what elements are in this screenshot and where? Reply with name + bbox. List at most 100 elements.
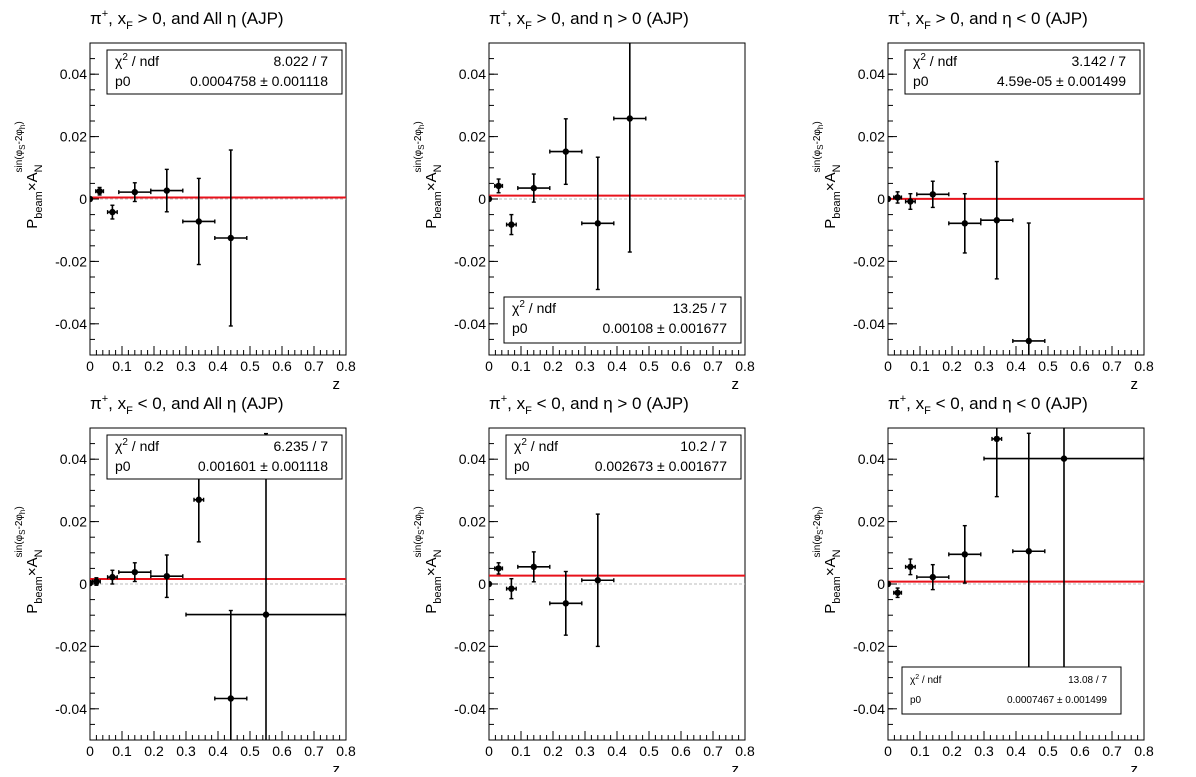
y-tick-label: 0 (877, 191, 885, 207)
data-point (495, 182, 502, 190)
title-rest: < 0, and η > 0 (AJP) (532, 394, 689, 413)
y-tick-label: -0.02 (55, 638, 87, 654)
x-tick-label: 0.3 (575, 743, 595, 759)
x-tick-label: 0.3 (176, 358, 196, 374)
data-point (907, 198, 914, 205)
y-label-part: h (816, 510, 825, 514)
y-tick-label: -0.02 (454, 253, 486, 269)
y-label-part: -2φ (812, 129, 823, 145)
title-sup: + (900, 393, 906, 405)
y-label-part: S (417, 144, 426, 149)
x-tick-label: 0.2 (543, 358, 563, 374)
data-point (93, 578, 100, 585)
title-sup: + (102, 393, 108, 405)
data-point (495, 565, 502, 572)
title-pi: π (90, 9, 102, 28)
y-label-part: P (24, 219, 41, 229)
chi2-sup: 2 (519, 299, 525, 310)
chi2-rest: / ndf (926, 53, 957, 69)
x-tick-label: 0 (884, 358, 892, 374)
data-point (227, 234, 234, 242)
y-label-part: P (423, 604, 440, 614)
x-tick-label: 0.4 (1006, 743, 1026, 759)
fit-stats-box: χ2 / ndf 10.2 / 7 p0 0.002673 ± 0.001677 (505, 434, 742, 480)
chart-panel-4: π+, xF < 0, and All η (AJP) -0.04 -0.02 0 0.… (14, 393, 356, 777)
y-label-part: sin(φ (812, 149, 823, 172)
y-label-part: -2φ (14, 129, 25, 145)
data-point (929, 191, 936, 198)
x-tick-label: 0.5 (1038, 358, 1058, 374)
y-label-part: N (33, 549, 45, 557)
chart-panel-5: π+, xF < 0, and η > 0 (AJP) -0.04 -0.02 0 0.… (413, 393, 755, 777)
y-label-part: ) (413, 506, 424, 509)
p0-value: 0.00108 ± 0.001677 (603, 320, 728, 336)
y-label-part: S (816, 144, 825, 149)
chi2-rest: / ndf (527, 438, 558, 454)
title-pi: π (489, 9, 501, 28)
y-label-part: sin(φ (14, 534, 25, 557)
y-label-part: N (831, 549, 843, 557)
chi2-value: 13.08 / 7 (1068, 675, 1107, 686)
p0-label: p0 (115, 458, 131, 474)
title-sup: + (102, 8, 108, 20)
title-sub: F (126, 20, 133, 32)
x-tick-label: 0.4 (208, 358, 228, 374)
stats-frame (901, 666, 1122, 715)
points-group (489, 43, 647, 291)
chart-title: π+, xF > 0, and η > 0 (AJP) (489, 8, 689, 32)
chart-title: π+, xF < 0, and η < 0 (AJP) (888, 393, 1088, 417)
chi2-label: χ2 / ndf (514, 437, 558, 454)
title-pi: π (90, 394, 102, 413)
x-tick-label: 0.5 (639, 358, 659, 374)
title-sub: F (525, 20, 532, 32)
x-tick-label: 0.8 (735, 358, 755, 374)
data-point (1025, 548, 1033, 555)
chi2-sup: 2 (915, 674, 919, 681)
y-axis: -0.04 -0.02 0 0.02 0.04 (454, 427, 498, 741)
y-tick-label: 0 (877, 576, 885, 592)
data-point (109, 208, 116, 216)
chi2-label: χ2 / ndf (115, 437, 159, 454)
x-axis: 0 0.1 0.2 0.3 0.4 0.5 0.6 0.7 0.8 (884, 731, 1154, 759)
data-point (929, 573, 936, 581)
fit-stats-box: χ2 / ndf 13.25 / 7 p0 0.00108 ± 0.001677 (503, 296, 742, 344)
y-label-part: N (432, 549, 444, 557)
x-tick-label: 0.8 (735, 743, 755, 759)
y-tick-label: 0 (79, 191, 87, 207)
x-axis: 0 0.1 0.2 0.3 0.4 0.5 0.6 0.7 0.8 (86, 731, 356, 759)
data-point (227, 695, 234, 702)
chi2-chi: χ (115, 438, 123, 454)
chi2-sup: 2 (521, 437, 527, 448)
chart-panel-2: π+, xF > 0, and η > 0 (AJP) -0.04 -0.02 0 0.… (413, 8, 755, 393)
x-tick-label: 0.8 (1134, 743, 1154, 759)
y-axis-label: Pbeam×ANsin(φS-2φh) (14, 506, 45, 613)
y-tick-label: 0.02 (858, 514, 885, 530)
data-point (1060, 455, 1068, 462)
chi2-sup: 2 (122, 437, 128, 448)
x-tick-label: 0.7 (1102, 743, 1122, 759)
y-axis-label: Pbeam×ANsin(φS-2φh) (812, 506, 843, 613)
y-label-part: N (831, 164, 843, 172)
data-point (626, 115, 633, 122)
y-axis: -0.04 -0.02 0 0.02 0.04 (454, 42, 498, 356)
stats-frame (904, 49, 1141, 95)
x-tick-label: 0 (485, 743, 493, 759)
data-point (894, 194, 901, 201)
title-x: , x (108, 394, 126, 413)
x-tick-label: 0.2 (543, 743, 563, 759)
y-tick-label: -0.04 (454, 316, 486, 332)
chi2-rest: / ndf (525, 300, 556, 316)
data-point (131, 568, 138, 576)
chart-panel-1: π+, xF > 0, and All η (AJP) -0.04 -0.02 0 0.… (14, 8, 356, 393)
chart-title: π+, xF < 0, and η > 0 (AJP) (489, 393, 689, 417)
y-label-part: ×A (822, 172, 839, 191)
y-tick-label: -0.02 (454, 638, 486, 654)
stats-frame (106, 434, 343, 480)
y-label-part: h (417, 510, 426, 514)
y-tick-label: -0.04 (55, 701, 87, 717)
x-tick-label: 0.4 (607, 358, 627, 374)
title-sup: + (501, 8, 507, 20)
x-tick-label: 0.7 (1102, 358, 1122, 374)
data-point (163, 187, 170, 194)
